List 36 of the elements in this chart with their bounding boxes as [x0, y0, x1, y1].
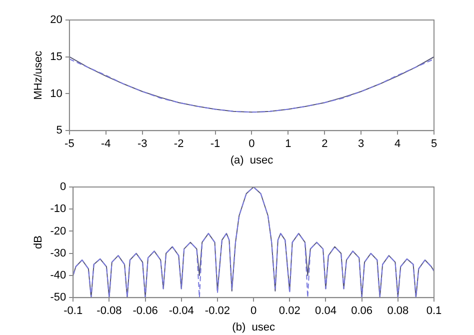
x-tick-label: 0.06 — [351, 305, 373, 318]
x-tick-label: 5 — [430, 138, 438, 150]
y-tick-label: -40 — [50, 270, 66, 282]
x-tick-label: -3 — [137, 138, 148, 150]
x-tick-label: -0.02 — [204, 305, 230, 318]
x-tick-label: 4 — [394, 138, 401, 150]
x-tick-label: 0 — [250, 305, 257, 318]
y-tick-label: 10 — [50, 88, 62, 100]
x-axis-title: (a) usec — [230, 154, 274, 166]
x-tick-label: -2 — [174, 138, 184, 150]
y-tick-label: 15 — [50, 50, 62, 63]
y-tick-label: 5 — [56, 124, 62, 137]
y-axis-title: MHz/usec — [32, 50, 45, 100]
x-tick-label: -4 — [101, 138, 111, 150]
x-tick-label: 0.1 — [426, 305, 442, 318]
y-tick-label: 20 — [50, 14, 62, 26]
x-tick-label: 3 — [358, 138, 364, 150]
x-tick-label: -1 — [210, 138, 220, 150]
x-tick-label: 1 — [285, 138, 292, 150]
x-tick-label: -0.04 — [168, 305, 194, 318]
x-tick-label: -0.06 — [132, 305, 158, 318]
x-tick-label: 0 — [248, 138, 255, 150]
x-tick-label: 0.08 — [387, 305, 409, 318]
x-tick-label: 2 — [322, 138, 328, 150]
y-tick-label: -30 — [50, 247, 66, 260]
x-tick-label: -0.08 — [96, 305, 122, 318]
x-tick-label: 0.04 — [315, 305, 336, 318]
x-axis-title: (b) usec — [232, 321, 276, 334]
y-tick-label: 0 — [60, 181, 66, 194]
y-tick-label: -10 — [50, 203, 66, 216]
y-tick-label: -20 — [50, 225, 66, 238]
x-tick-label: -0.1 — [64, 305, 83, 318]
x-tick-label: 0.02 — [278, 305, 300, 318]
x-tick-label: -5 — [64, 138, 74, 150]
y-tick-label: -50 — [50, 292, 66, 304]
y-axis-title: dB — [32, 236, 45, 250]
